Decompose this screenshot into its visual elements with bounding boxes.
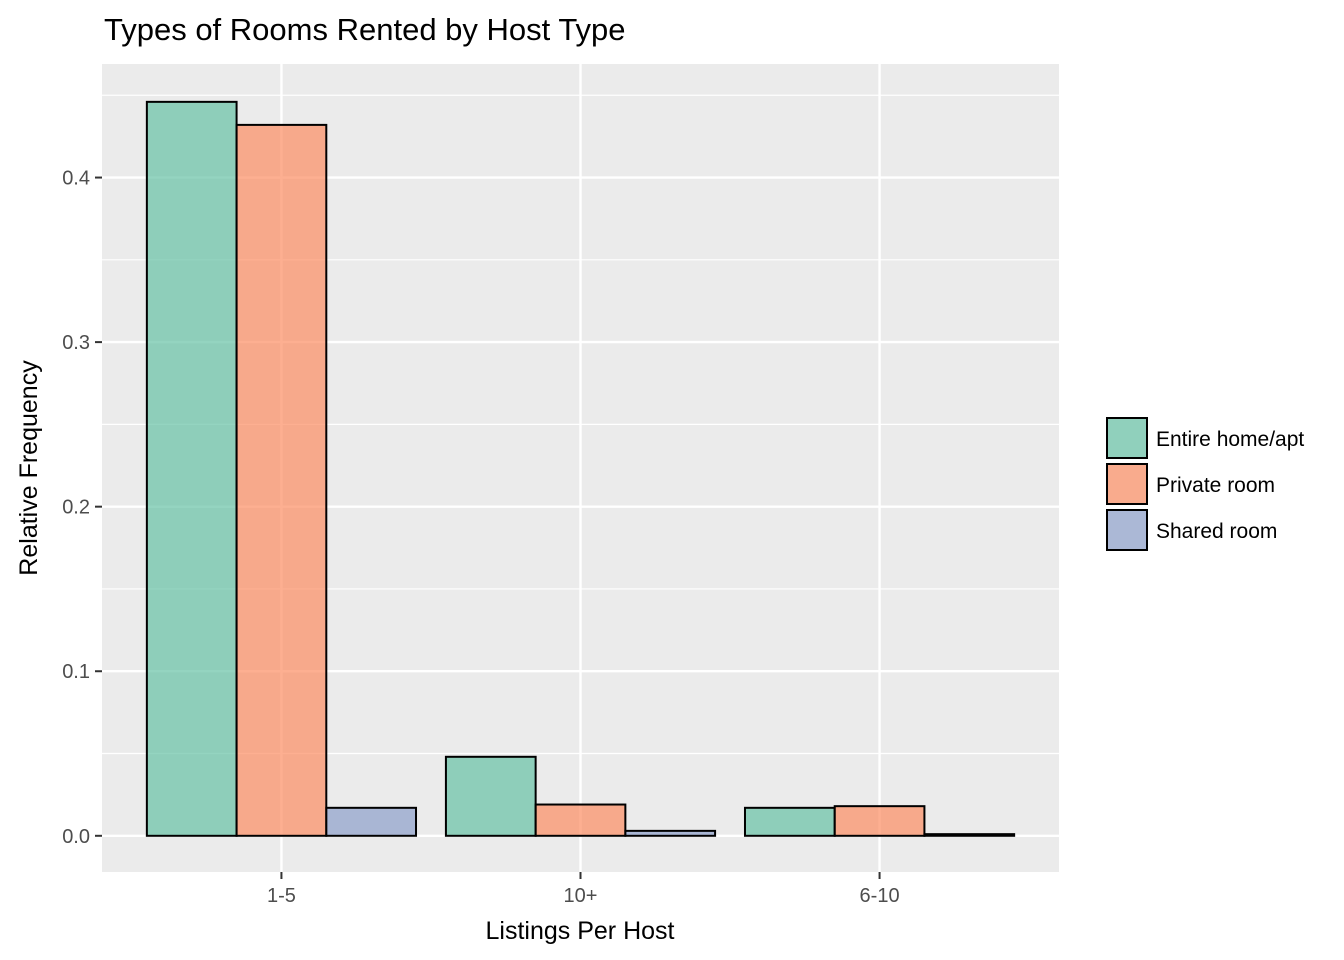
y-tick-label: 0.1 — [62, 661, 90, 683]
y-tick-label: 0.3 — [62, 332, 90, 354]
bar-private-room-10 — [534, 803, 627, 837]
legend-label-shared-room: Shared room — [1156, 520, 1277, 543]
legend-swatch-entire-home-apt — [1106, 417, 1148, 459]
legend-swatch-shared-room — [1106, 509, 1148, 551]
legend-label-entire-home-apt: Entire home/apt — [1156, 428, 1304, 451]
bar-shared-room-15 — [325, 806, 418, 837]
legend-label-private-room: Private room — [1156, 474, 1275, 497]
bar-shared-room-610 — [923, 833, 1016, 837]
x-tick-label: 10+ — [564, 885, 598, 907]
bars — [145, 100, 1016, 837]
bar-private-room-610 — [833, 805, 926, 837]
x-tick-label: 6-10 — [860, 885, 900, 907]
bar-private-room-15 — [235, 123, 328, 837]
y-tick-label: 0.2 — [62, 497, 90, 519]
bar-entire-home-apt-10 — [444, 755, 537, 837]
bar-shared-room-10 — [624, 829, 717, 837]
bar-entire-home-apt-610 — [743, 806, 836, 837]
chart-title: Types of Rooms Rented by Host Type — [104, 12, 626, 47]
bar-entire-home-apt-15 — [145, 100, 238, 837]
y-tick-label: 0.0 — [62, 826, 90, 848]
x-axis: 1-5 10+ 6-10 — [267, 872, 900, 907]
y-tick-label: 0.4 — [62, 168, 90, 190]
x-tick-label: 1-5 — [267, 885, 296, 907]
x-axis-title: Listings Per Host — [486, 917, 675, 945]
legend-swatch-private-room — [1106, 463, 1148, 505]
y-axis: 0.0 0.1 0.2 0.3 0.4 — [62, 168, 102, 848]
y-axis-title: Relative Frequency — [15, 360, 43, 576]
legend: Entire home/apt Private room Shared room — [1106, 417, 1304, 551]
